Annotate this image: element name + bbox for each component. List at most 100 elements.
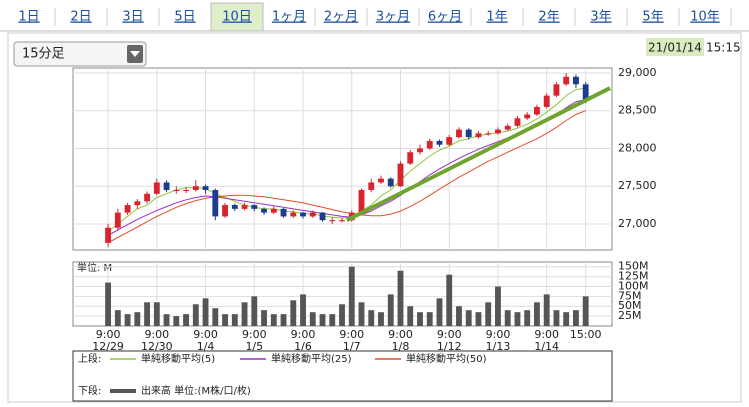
tab[interactable]: 3ヶ月: [376, 10, 410, 25]
candle-body: [397, 163, 404, 187]
volume-bar: [251, 296, 258, 326]
ma-line: [107, 110, 586, 244]
volume-bar: [105, 282, 112, 326]
y-tick-label: 29,000: [618, 66, 657, 79]
volume-bar: [543, 294, 550, 326]
volume-bar: [368, 310, 375, 326]
volume-bar: [436, 298, 443, 326]
tab[interactable]: 2日: [70, 10, 91, 25]
trendline: [345, 86, 611, 222]
legend: [72, 350, 613, 402]
candle-body: [280, 208, 287, 217]
volume-bar: [300, 294, 306, 326]
y-tick-label: 28,500: [618, 104, 657, 117]
volume-bar: [407, 306, 414, 326]
tab[interactable]: 1日: [18, 10, 39, 25]
x-tick-label: 9:00: [388, 328, 413, 341]
volume-bar: [553, 310, 560, 326]
volume-bar: [280, 314, 287, 326]
date-highlight: [646, 38, 704, 56]
candle-body: [105, 227, 112, 243]
y-tick-label: 150M: [618, 260, 649, 273]
x-tick-date: 1/13: [486, 340, 511, 353]
tab[interactable]: 3日: [122, 10, 143, 25]
x-tick-label: 9:00: [242, 328, 267, 341]
candle-body: [124, 205, 131, 213]
volume-bar: [378, 312, 384, 326]
candle-body: [543, 95, 550, 107]
x-tick-label: 9:00: [144, 328, 169, 341]
volume-bar: [241, 302, 248, 326]
tab[interactable]: 5日: [174, 10, 195, 25]
tab[interactable]: 10日: [222, 10, 252, 25]
candle-body: [465, 129, 472, 138]
volume-bar: [183, 314, 189, 326]
dropdown-label: 15分足: [22, 47, 65, 62]
candle-body: [504, 125, 511, 130]
candle-body: [309, 212, 316, 217]
x-tick-date: 1/7: [343, 340, 361, 353]
candle-body: [153, 182, 160, 194]
candle-body: [582, 84, 589, 100]
volume-bar: [563, 312, 570, 326]
y-tick-label: 100M: [618, 279, 649, 292]
plot: 29,000 28,500 28,000 27,500 27,000 150M125M10…: [73, 66, 657, 397]
timestamp-date: 21/01/14: [648, 41, 702, 55]
y-tick-label: 50M: [618, 299, 642, 312]
candle-body: [514, 118, 521, 126]
candle-body: [261, 208, 267, 213]
volume-bar: [173, 316, 180, 326]
volume-bar: [582, 296, 589, 326]
tab[interactable]: 2年: [538, 10, 559, 25]
volume-bar: [163, 314, 170, 326]
volume-bar: [231, 314, 238, 326]
x-tick-date: 1/14: [534, 340, 559, 353]
volume-bar: [114, 310, 121, 326]
tab[interactable]: 1ヶ月: [272, 10, 306, 25]
dropdown[interactable]: [13, 41, 147, 67]
tab[interactable]: 3年: [590, 10, 611, 25]
candle-body: [534, 106, 540, 115]
tabs: 1日 2日 3日 5日 10日 1ヶ月 2ヶ月 3ヶ月 6ヶ月 1年 2年 3年 5年 10年: [18, 2, 732, 32]
volume-bar: [212, 308, 219, 326]
legend-label: 単純移動平均(25): [271, 352, 352, 365]
candle-body: [485, 133, 492, 135]
candle-body: [290, 212, 297, 217]
tab[interactable]: 5年: [642, 10, 663, 25]
x-tick-date: 12/29: [92, 340, 124, 353]
price-panel: [72, 67, 613, 251]
candle-body: [202, 186, 209, 190]
legend-label: 出来高 単位:(M株/口/枚): [141, 384, 251, 397]
candle-body: [163, 182, 170, 190]
volume-bar: [192, 304, 199, 326]
volume-bar: [358, 302, 365, 326]
x-tick-label: 9:00: [96, 328, 121, 341]
volume-bar: [153, 302, 160, 326]
volume-bar: [456, 306, 462, 326]
y-tick-label: 125M: [618, 270, 649, 283]
candle-body: [222, 205, 228, 217]
volume-bar: [504, 310, 511, 326]
volume-bar: [261, 310, 267, 326]
candle-body: [387, 178, 394, 187]
candle-body: [339, 220, 345, 222]
lower-label: 下段:: [78, 384, 101, 397]
tab[interactable]: 1年: [486, 10, 507, 25]
volume-bar: [534, 302, 540, 326]
candle-body: [144, 193, 150, 202]
volume-bar: [465, 310, 472, 326]
candle-body: [456, 129, 462, 138]
candle-body: [368, 182, 375, 190]
x-tick-label: 9:00: [437, 328, 462, 341]
candle-body: [241, 205, 248, 209]
x-tick-date: 12/30: [141, 340, 173, 353]
candle-body: [231, 205, 238, 209]
candle-body: [524, 114, 531, 119]
y-tick-label: 27,000: [618, 217, 657, 230]
tab[interactable]: 6ヶ月: [428, 10, 462, 25]
x-tick-label: 9:00: [193, 328, 218, 341]
candle-body: [563, 76, 570, 85]
tab[interactable]: 2ヶ月: [324, 10, 358, 25]
volume-bar: [348, 266, 355, 326]
tab[interactable]: 10年: [690, 10, 720, 25]
